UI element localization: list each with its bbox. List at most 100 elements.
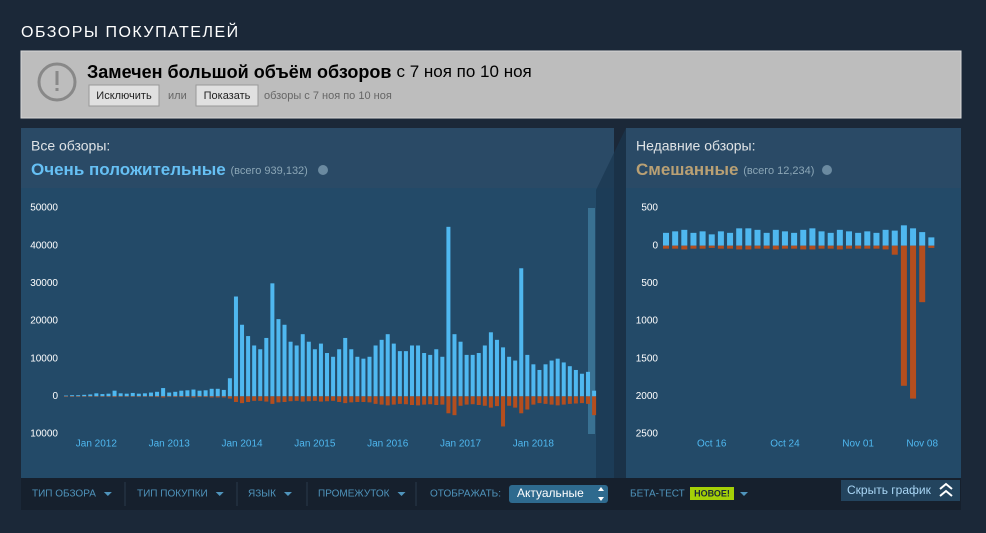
exclude-button[interactable] — [88, 84, 160, 107]
bar — [791, 232, 798, 246]
bar — [197, 396, 202, 398]
x-tick-label: Oct 16 — [697, 439, 727, 450]
bar — [112, 396, 117, 398]
bar — [276, 396, 281, 403]
bar — [513, 396, 518, 408]
bar — [397, 396, 402, 404]
all-rating: Очень положительные (всего 939,132) — [31, 160, 308, 179]
bar — [736, 228, 743, 246]
bar — [864, 231, 871, 246]
x-tick-label: Jan 2015 — [294, 439, 336, 450]
bar — [422, 396, 427, 405]
bar — [754, 229, 761, 246]
bar — [343, 396, 348, 404]
bar — [173, 396, 178, 398]
bar — [118, 396, 123, 397]
x-tick-label: Jan 2012 — [76, 439, 118, 450]
bar — [148, 392, 153, 397]
bar — [592, 396, 597, 416]
select-arrows — [598, 487, 604, 501]
bar — [76, 395, 81, 397]
bar — [464, 354, 469, 397]
bar — [161, 396, 166, 398]
filter-label[interactable]: ЯЗЫК — [248, 489, 276, 500]
y-tick-label: 2500 — [636, 429, 659, 440]
bar — [409, 345, 414, 397]
bar — [736, 245, 743, 250]
bar — [391, 396, 396, 405]
bar — [106, 393, 111, 397]
display-select[interactable] — [509, 485, 608, 503]
display-value[interactable]: Актуальные — [517, 486, 584, 500]
bar — [873, 232, 880, 246]
bar — [910, 228, 917, 246]
bar — [82, 394, 87, 397]
filter-label[interactable]: ТИП ОБЗОРА — [32, 489, 96, 500]
range-selector[interactable] — [588, 208, 595, 434]
filter-label[interactable]: ТИП ПОКУПКИ — [137, 489, 208, 500]
bar — [555, 396, 560, 406]
recent-rating: Смешанные (всего 12,234) — [636, 160, 814, 179]
y-tick-label: 10000 — [30, 429, 58, 440]
bar — [100, 396, 105, 397]
bar — [501, 396, 506, 427]
x-tick-label: Jan 2017 — [440, 439, 482, 450]
bar — [681, 245, 688, 250]
bar — [543, 364, 548, 397]
hide-label[interactable]: Скрыть график — [847, 483, 932, 497]
bar — [549, 360, 554, 397]
bar — [699, 245, 706, 249]
bar — [531, 396, 536, 405]
bar — [179, 390, 184, 397]
bar — [306, 396, 311, 402]
y-tick-label: 0 — [52, 391, 58, 402]
bar — [708, 245, 715, 248]
y-tick-label: 50000 — [30, 203, 58, 214]
bar — [928, 237, 935, 246]
bar — [343, 337, 348, 397]
bar — [470, 354, 475, 397]
bar — [791, 245, 798, 249]
bar — [727, 245, 734, 249]
bar — [836, 245, 843, 250]
y-tick-label: 2000 — [636, 391, 659, 402]
bar — [434, 396, 439, 405]
bar — [900, 245, 907, 386]
bar — [379, 396, 384, 405]
beta-label[interactable]: БЕТА-ТЕСТ — [630, 489, 685, 500]
bar — [70, 395, 75, 397]
x-tick-label: Nov 08 — [906, 439, 938, 450]
help-icon[interactable] — [822, 165, 832, 175]
bar — [428, 396, 433, 405]
bar — [690, 232, 697, 246]
bar — [252, 345, 257, 397]
bar — [191, 389, 196, 397]
bar — [900, 225, 907, 246]
bar — [167, 396, 172, 397]
bar — [246, 336, 251, 397]
bar — [458, 341, 463, 397]
bar — [672, 245, 679, 249]
bar — [300, 334, 305, 397]
bar — [227, 378, 232, 397]
help-icon[interactable] — [318, 165, 328, 175]
y-tick-label: 40000 — [30, 240, 58, 251]
show-label[interactable]: Показать — [204, 90, 251, 102]
bar — [727, 232, 734, 246]
hide-button[interactable] — [841, 480, 960, 501]
show-button[interactable] — [195, 84, 259, 107]
new-badge — [690, 487, 734, 500]
bar — [891, 245, 898, 255]
hide-icon[interactable] — [939, 482, 953, 497]
bar — [663, 232, 669, 246]
bar — [537, 396, 542, 404]
display-label: ОТОБРАЖАТЬ: — [430, 489, 501, 500]
filter-label[interactable]: ПРОМЕЖУТОК — [318, 489, 390, 500]
bar — [549, 396, 554, 405]
bar — [373, 345, 378, 397]
bar — [827, 245, 834, 249]
bar — [531, 364, 536, 397]
bar — [699, 231, 706, 246]
bar — [112, 390, 117, 397]
exclude-label[interactable]: Исключить — [96, 90, 152, 102]
